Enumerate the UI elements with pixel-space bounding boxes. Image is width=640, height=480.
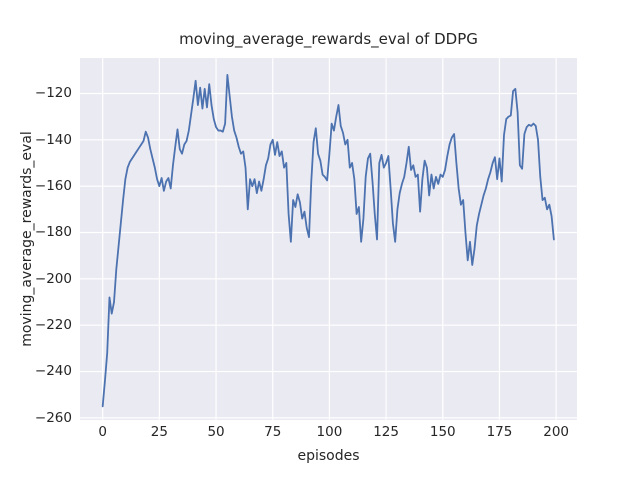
gridlines <box>80 58 577 420</box>
x-tick-label: 50 <box>207 424 225 440</box>
x-tick-label: 200 <box>543 424 570 440</box>
x-axis-label: episodes <box>297 448 360 464</box>
chart-title: moving_average_rewards_eval of DDPG <box>179 30 478 48</box>
y-tick-label: −260 <box>34 409 72 426</box>
x-tick-label: 125 <box>373 424 399 440</box>
y-tick-label: −180 <box>34 224 72 241</box>
y-tick-label: −160 <box>34 177 72 194</box>
y-tick-label: −240 <box>34 363 72 380</box>
y-axis-label: moving_average_rewards_eval <box>19 131 35 347</box>
x-tick-label: 75 <box>264 424 282 440</box>
y-tick-label: −140 <box>34 131 72 148</box>
y-tick-label: −120 <box>34 85 72 102</box>
line-chart-svg <box>80 58 577 420</box>
x-tick-label: 25 <box>150 424 168 440</box>
x-tick-label: 100 <box>316 424 343 440</box>
x-tick-label: 175 <box>486 424 513 440</box>
y-tick-label: −200 <box>34 270 72 287</box>
x-tick-label: 0 <box>98 424 107 440</box>
reward-line <box>101 74 555 408</box>
x-tick-label: 150 <box>429 424 456 440</box>
plot-area <box>80 58 577 420</box>
y-tick-label: −220 <box>34 316 72 333</box>
